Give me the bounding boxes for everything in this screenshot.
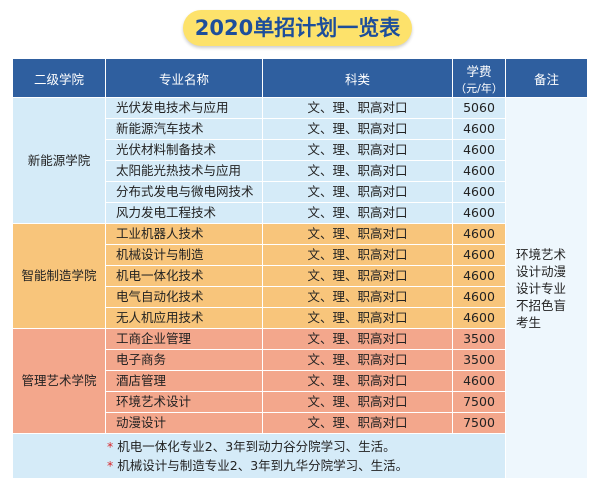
fee-cell: 4600 [452, 118, 506, 140]
fee-cell: 4600 [452, 286, 506, 308]
major-cell: 工业机器人技术 [105, 223, 263, 245]
major-cell: 机械设计与制造 [105, 244, 263, 266]
major-cell: 酒店管理 [105, 370, 263, 392]
category-cell: 文、理、职高对口 [262, 181, 453, 203]
college-cell: 管理艺术学院 [12, 328, 106, 434]
category-cell: 文、理、职高对口 [262, 118, 453, 140]
fee-cell: 4600 [452, 202, 506, 224]
plan-table: 二级学院 专业名称 科类 学费 （元/年） 备注 新能源学院 光伏发电技术与应用 文、… [12, 58, 588, 479]
major-cell: 太阳能光热技术与应用 [105, 160, 263, 182]
category-cell: 文、理、职高对口 [262, 286, 453, 308]
notes-row: * 机电一体化专业2、3年到动力谷分院学习、生活。 * 机械设计与制造专业2、3年到九… [12, 433, 588, 479]
fee-cell: 3500 [452, 349, 506, 371]
fee-cell: 5060 [452, 97, 506, 119]
notes-cell: * 机电一体化专业2、3年到动力谷分院学习、生活。 * 机械设计与制造专业2、3年到九… [12, 433, 506, 479]
fee-cell: 4600 [452, 139, 506, 161]
fee-cell: 7500 [452, 412, 506, 434]
major-cell: 光伏发电技术与应用 [105, 97, 263, 119]
major-cell: 电气自动化技术 [105, 286, 263, 308]
major-cell: 环境艺术设计 [105, 391, 263, 413]
major-cell: 风力发电工程技术 [105, 202, 263, 224]
note-text: 机电一体化专业2、3年到动力谷分院学习、生活。 [117, 439, 396, 454]
category-cell: 文、理、职高对口 [262, 391, 453, 413]
remark-cell: 环境艺术设计动漫设计专业不招色盲考生 [505, 97, 588, 479]
header-cell: 学费 （元/年） [452, 58, 506, 98]
table-row: 机电一体化技术 文、理、职高对口 4600 [13, 265, 588, 287]
header-cell: 专业名称 [105, 58, 263, 98]
note-text: 机械设计与制造专业2、3年到九华分院学习、生活。 [117, 458, 409, 473]
fee-cell: 4600 [452, 265, 506, 287]
category-cell: 文、理、职高对口 [262, 265, 453, 287]
fee-cell: 4600 [452, 370, 506, 392]
table-row: 光伏材料制备技术 文、理、职高对口 4600 [13, 139, 588, 161]
category-cell: 文、理、职高对口 [262, 139, 453, 161]
table-row: 新能源汽车技术 文、理、职高对口 4600 [13, 118, 588, 140]
header-cell: 二级学院 [12, 58, 106, 98]
category-cell: 文、理、职高对口 [262, 412, 453, 434]
table-row: 环境艺术设计 文、理、职高对口 7500 [13, 391, 588, 413]
fee-cell: 3500 [452, 328, 506, 350]
table-row: 管理艺术学院 工商企业管理 文、理、职高对口 3500 [12, 328, 588, 434]
college-cell: 智能制造学院 [12, 223, 106, 329]
category-cell: 文、理、职高对口 [262, 244, 453, 266]
table-row: 电子商务 文、理、职高对口 3500 [13, 349, 588, 371]
major-cell: 无人机应用技术 [105, 307, 263, 329]
fee-cell: 4600 [452, 307, 506, 329]
fee-cell: 7500 [452, 391, 506, 413]
table-row: 新能源学院 光伏发电技术与应用 文、理、职高对口 5060 环境艺术设计动漫设计专业不招… [12, 97, 588, 479]
note: * 机电一体化专业2、3年到动力谷分院学习、生活。 [107, 437, 505, 456]
table-row: 风力发电工程技术 文、理、职高对口 4600 [13, 202, 588, 224]
note-mark: * [107, 439, 114, 454]
table-row: 电气自动化技术 文、理、职高对口 4600 [13, 286, 588, 308]
header-unit: （元/年） [455, 81, 503, 95]
category-cell: 文、理、职高对口 [262, 328, 453, 350]
note-mark: * [107, 458, 114, 473]
major-cell: 电子商务 [105, 349, 263, 371]
header-text: 学费 [466, 63, 492, 79]
header-row: 二级学院 专业名称 科类 学费 （元/年） 备注 [12, 58, 588, 98]
header-cell: 科类 [262, 58, 453, 98]
major-cell: 新能源汽车技术 [105, 118, 263, 140]
table-row: 分布式发电与微电网技术 文、理、职高对口 4600 [13, 181, 588, 203]
category-cell: 文、理、职高对口 [262, 223, 453, 245]
fee-cell: 4600 [452, 244, 506, 266]
major-cell: 工商企业管理 [105, 328, 263, 350]
table-row: 无人机应用技术 文、理、职高对口 4600 [13, 307, 588, 329]
table-row: 酒店管理 文、理、职高对口 4600 [13, 370, 588, 392]
title: 2020单招计划一览表 [183, 10, 412, 46]
category-cell: 文、理、职高对口 [262, 97, 453, 119]
major-cell: 机电一体化技术 [105, 265, 263, 287]
header-cell: 备注 [505, 58, 588, 98]
table-row: 机械设计与制造 文、理、职高对口 4600 [13, 244, 588, 266]
category-cell: 文、理、职高对口 [262, 349, 453, 371]
major-cell: 动漫设计 [105, 412, 263, 434]
category-cell: 文、理、职高对口 [262, 160, 453, 182]
fee-cell: 4600 [452, 223, 506, 245]
note: * 机械设计与制造专业2、3年到九华分院学习、生活。 [107, 456, 505, 475]
fee-cell: 4600 [452, 160, 506, 182]
table-row: 动漫设计 文、理、职高对口 7500 [13, 412, 588, 434]
fee-cell: 4600 [452, 181, 506, 203]
category-cell: 文、理、职高对口 [262, 307, 453, 329]
major-cell: 分布式发电与微电网技术 [105, 181, 263, 203]
table-row: 智能制造学院 工业机器人技术 文、理、职高对口 4600 [12, 223, 588, 329]
category-cell: 文、理、职高对口 [262, 202, 453, 224]
remark-text: 环境艺术设计动漫设计专业不招色盲考生 [516, 246, 567, 330]
category-cell: 文、理、职高对口 [262, 370, 453, 392]
major-cell: 光伏材料制备技术 [105, 139, 263, 161]
college-cell: 新能源学院 [12, 97, 106, 224]
